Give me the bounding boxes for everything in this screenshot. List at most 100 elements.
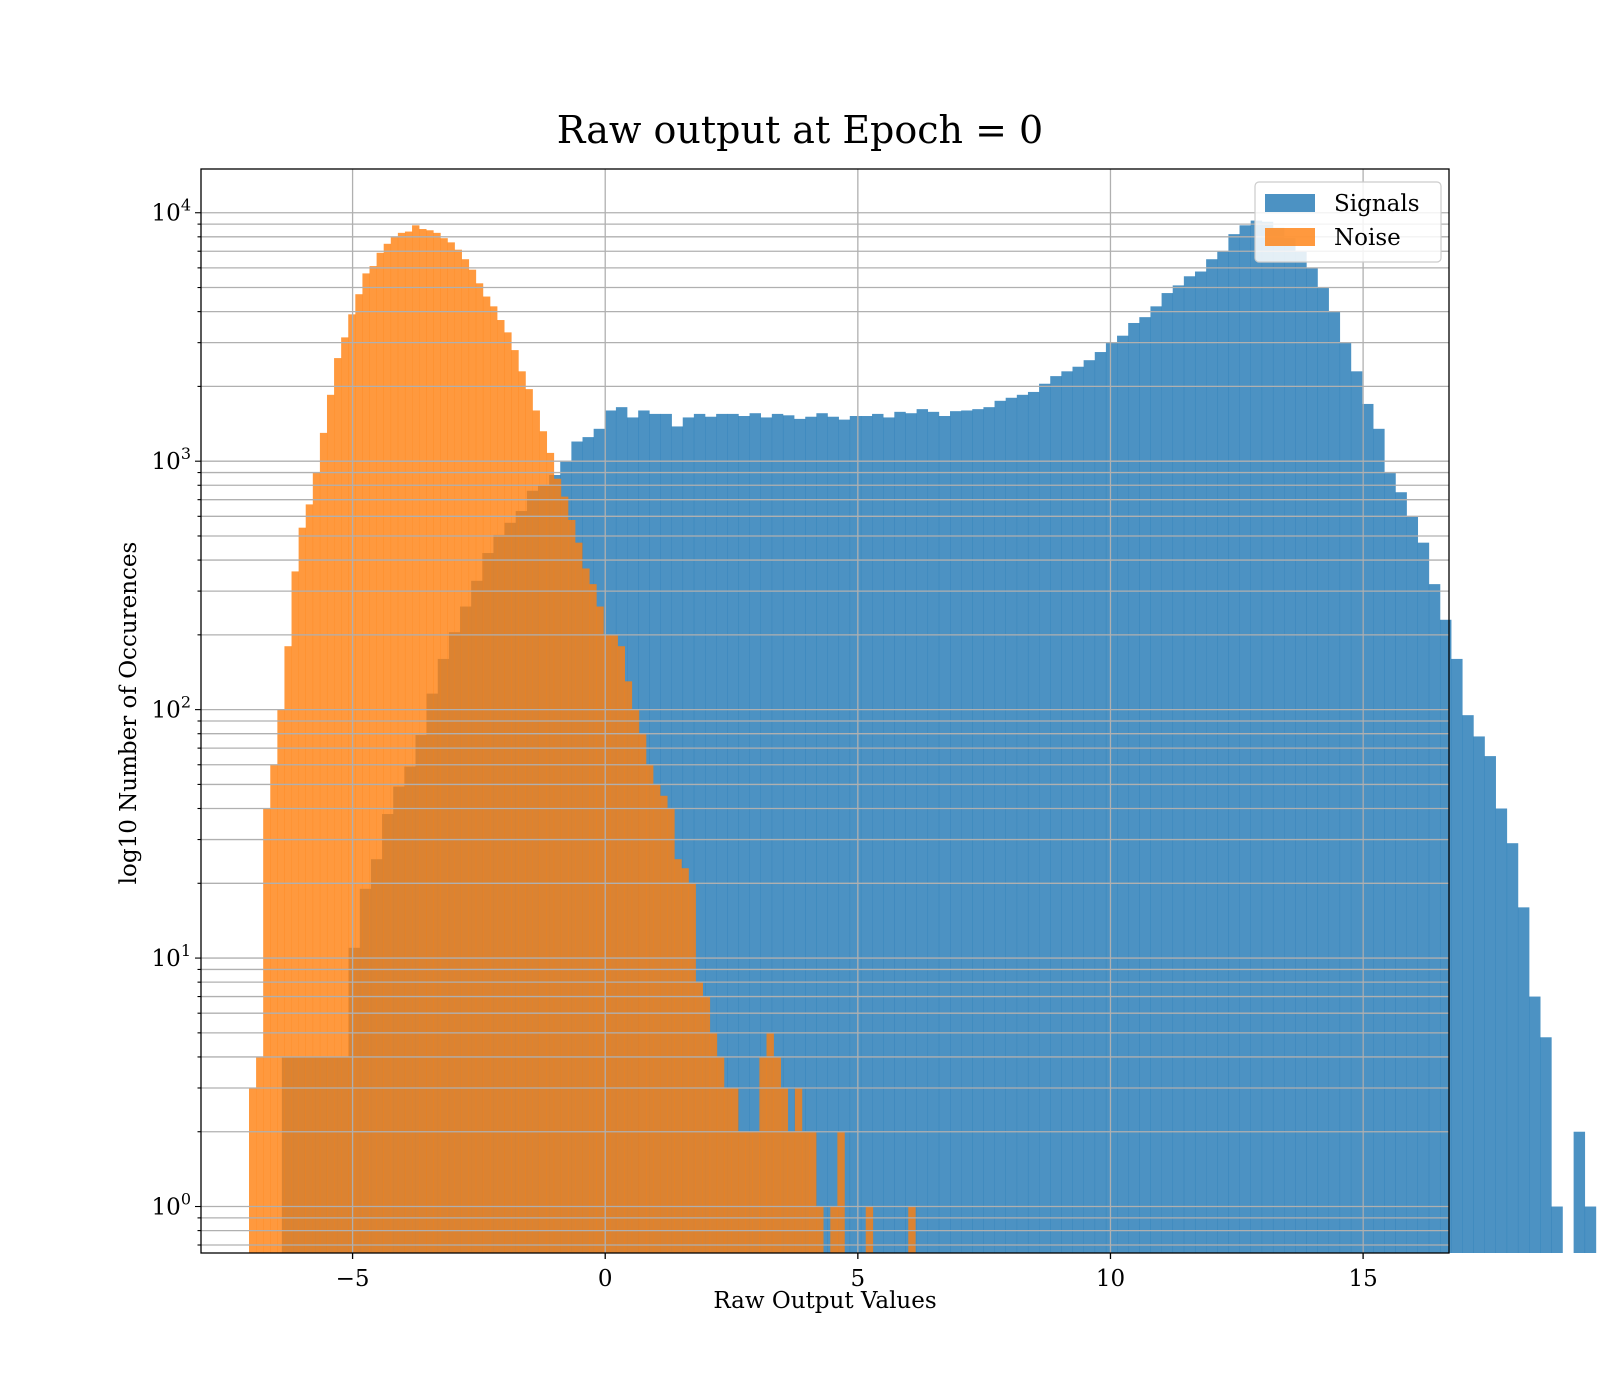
legend-swatch-signals (1265, 194, 1315, 212)
noise-bar (582, 568, 590, 1253)
legend-swatch-noise (1265, 228, 1315, 246)
noise-bar (362, 273, 370, 1253)
signals-bar (1395, 492, 1407, 1254)
signals-bar (838, 419, 851, 1253)
noise-bar (490, 306, 498, 1254)
noise-bar (667, 808, 675, 1253)
signals-bar (1584, 1206, 1597, 1253)
noise-bar (773, 1056, 781, 1253)
noise-bar (674, 859, 682, 1253)
signals-bar (1016, 394, 1029, 1253)
noise-bar (865, 1206, 874, 1253)
noise-bar (468, 269, 477, 1253)
legend-label-noise: Noise (1334, 225, 1401, 251)
noise-bar (433, 232, 441, 1254)
signals-bar (1295, 251, 1307, 1254)
signals-bar (1005, 397, 1018, 1253)
signals-bar (1484, 756, 1496, 1253)
signals-bar (682, 417, 695, 1253)
noise-bar (419, 229, 427, 1253)
noise-bar (723, 1087, 732, 1253)
noise-bar (688, 883, 696, 1253)
signals-bar (794, 418, 806, 1253)
signals-bar (749, 413, 761, 1254)
noise-bar (369, 266, 377, 1254)
signals-bar (827, 416, 839, 1254)
signals-bar (1027, 391, 1040, 1253)
noise-bar (624, 681, 633, 1253)
signals-bar (1250, 220, 1263, 1254)
noise-bar (653, 784, 661, 1253)
noise-bar (837, 1131, 845, 1253)
noise-bar (702, 996, 711, 1253)
noise-bar (731, 1087, 739, 1253)
signals-bar (1172, 285, 1185, 1253)
signals-bar (805, 416, 817, 1254)
signals-bar (1306, 267, 1318, 1253)
noise-bar (326, 394, 335, 1253)
y-tick-label: 100 (152, 1190, 191, 1221)
signals-bar (716, 413, 728, 1253)
signals-bar (1529, 996, 1541, 1253)
signals-bar (883, 417, 895, 1253)
x-tick-label: 0 (598, 1266, 613, 1292)
noise-bar (263, 808, 271, 1253)
y-tick-label: 101 (152, 941, 191, 972)
signals-bar (727, 413, 739, 1253)
noise-bar (631, 709, 640, 1253)
noise-bar (454, 249, 462, 1253)
x-axis-label: Raw Output Values (713, 1288, 936, 1314)
noise-bar (518, 371, 526, 1253)
signals-bar (1339, 342, 1352, 1253)
signals-bar (1194, 271, 1207, 1253)
signals-bar (1317, 287, 1329, 1253)
noise-bar (759, 1056, 767, 1253)
signals-bar (1540, 1037, 1552, 1253)
noise-bar (709, 1032, 718, 1253)
signals-bar (1206, 259, 1218, 1254)
noise-bar (766, 1032, 774, 1253)
noise-bar (504, 332, 512, 1253)
signals-bar (1451, 658, 1463, 1253)
y-tick-label: 102 (152, 693, 191, 724)
noise-bar (681, 868, 689, 1253)
noise-bar (830, 1206, 838, 1253)
noise-bar (249, 1087, 257, 1253)
noise-bar (511, 350, 519, 1254)
signals-bar (705, 416, 717, 1254)
histogram-bars (249, 220, 1597, 1254)
noise-bar (787, 1131, 796, 1253)
x-tick-label: 15 (1348, 1266, 1377, 1292)
signals-bar (1061, 371, 1073, 1253)
noise-bar (319, 432, 328, 1253)
signals-bar (1428, 584, 1441, 1253)
noise-bar (475, 283, 484, 1253)
signals-bar (1128, 322, 1140, 1254)
signals-bar (1105, 342, 1118, 1253)
signals-bar (1150, 306, 1162, 1254)
noise-bar (638, 733, 647, 1253)
noise-bar (497, 320, 505, 1253)
y-tick-label: 104 (152, 196, 191, 227)
signals-bar (1117, 335, 1129, 1253)
signals-bar (1384, 472, 1396, 1253)
noise-bar (426, 230, 434, 1253)
signals-bar (1417, 542, 1430, 1253)
noise-bar (596, 606, 604, 1253)
y-axis-label: log10 Number of Occurences (116, 542, 142, 885)
noise-bar (801, 1131, 810, 1253)
noise-bar (390, 236, 399, 1253)
noise-bar (745, 1131, 753, 1253)
signals-bar (894, 411, 906, 1254)
axes (195, 168, 1450, 1259)
signals-bar (1239, 225, 1251, 1253)
noise-bar (816, 1206, 824, 1253)
noise-bar (908, 1206, 916, 1253)
noise-bar (284, 646, 292, 1253)
signals-bar (938, 416, 951, 1253)
legend-label-signals: Signals (1334, 191, 1420, 217)
noise-bar (355, 294, 363, 1254)
signals-bar (1161, 293, 1174, 1253)
noise-bar (256, 1056, 264, 1253)
